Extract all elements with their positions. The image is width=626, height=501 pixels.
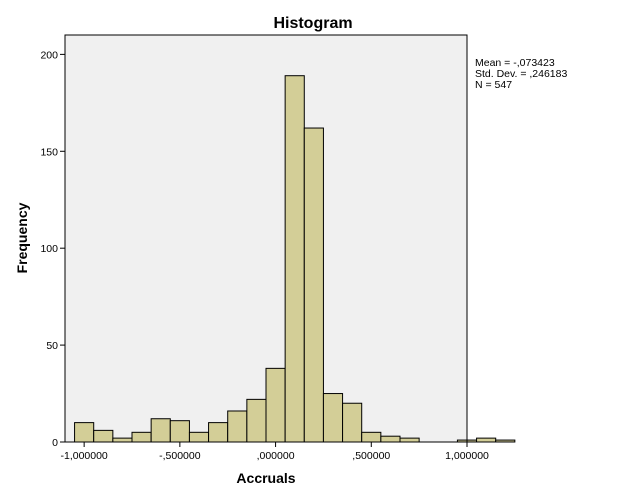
histogram-bar [265,367,286,443]
bars-group [74,75,516,443]
y-tick-label: 200 [40,49,58,61]
histogram-bar [93,429,114,443]
x-tick-label: 1,000000 [445,450,489,462]
stats-n: N = 547 [475,79,512,91]
histogram-bar [227,410,248,443]
histogram-bar [246,398,267,443]
histogram-bar [303,127,324,443]
y-axis-title: Frequency [14,202,30,273]
y-tick-label: 50 [46,340,58,352]
histogram-bar [495,439,516,443]
stats-box: Mean = -,073423 Std. Dev. = ,246183 N = … [475,57,567,91]
y-tick-label: 100 [40,243,58,255]
histogram-bar [112,437,133,443]
x-tick-label: ,500000 [352,450,390,462]
histogram-bar [342,402,363,443]
stats-mean: Mean = -,073423 [475,57,555,69]
x-tick-label: -,500000 [159,450,201,462]
y-axis: 0 50 100 150 200 [40,49,65,449]
histogram-bar [476,437,497,443]
stats-std-dev: Std. Dev. = ,246183 [475,68,567,80]
x-tick-label: ,000000 [257,450,295,462]
histogram-bar [150,418,171,443]
histogram-bar [284,75,305,443]
plot-frame [64,34,468,443]
x-tick-label: -1,000000 [60,450,107,462]
histogram-bar [74,422,95,443]
histogram-bar [188,431,210,443]
histogram-bar [131,431,152,443]
y-tick-label: 0 [52,437,58,449]
histogram-bar [399,437,420,443]
x-axis-title: Accruals [236,470,295,486]
histogram-bar [361,431,382,443]
histogram-bar [322,393,344,443]
histogram-bar [208,422,229,443]
y-tick-label: 150 [40,146,58,158]
x-axis: -1,000000 -,500000 ,000000 ,500000 1,000000 [60,442,489,462]
chart-title: Histogram [273,15,352,32]
histogram-bar [380,435,401,443]
histogram-bar [169,420,190,443]
